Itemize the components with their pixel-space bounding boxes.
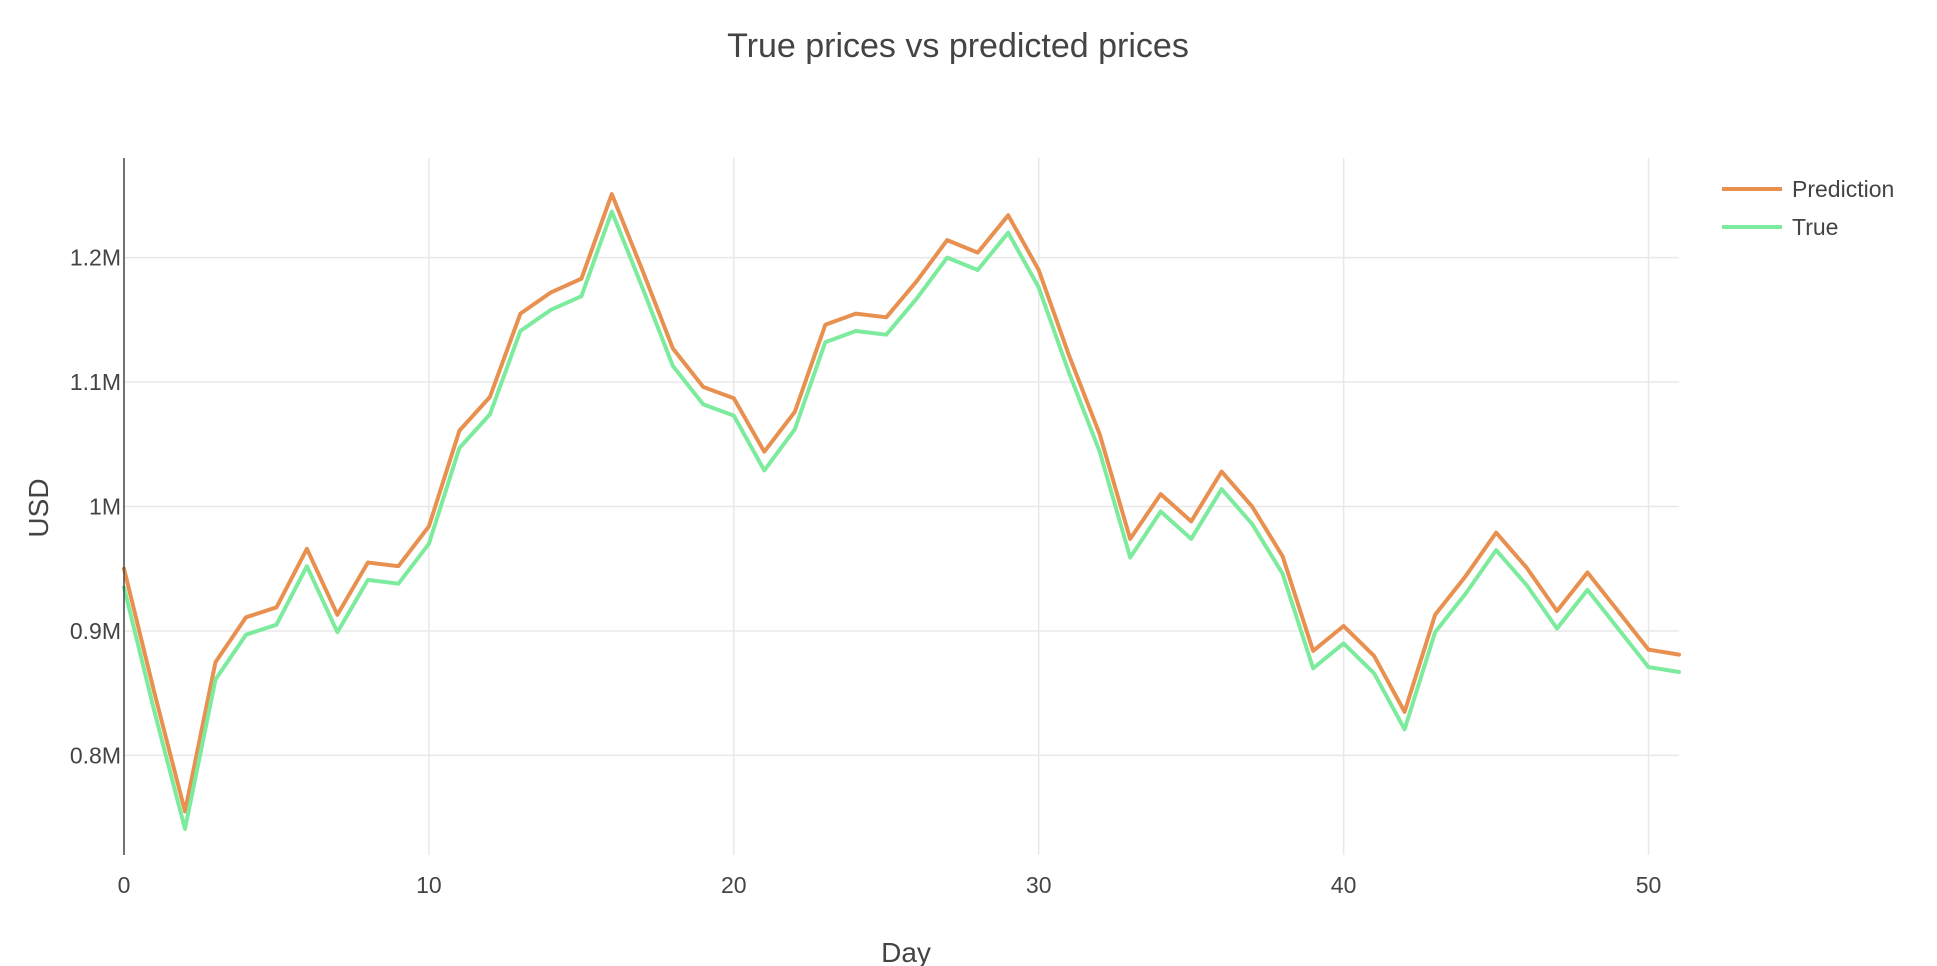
legend-label: Prediction xyxy=(1792,176,1894,202)
y-tick-label: 0.8M xyxy=(70,742,121,768)
x-tick-label: 50 xyxy=(1636,872,1662,898)
legend-label: True xyxy=(1792,214,1838,240)
legend-item-true[interactable]: True xyxy=(1722,214,1838,240)
legend-item-prediction[interactable]: Prediction xyxy=(1722,176,1894,202)
x-axis-title: Day xyxy=(881,937,931,966)
y-axis-title: USD xyxy=(23,478,54,537)
x-tick-label: 0 xyxy=(118,872,131,898)
series-line-true xyxy=(122,209,1681,831)
y-tick-label: 1.2M xyxy=(70,245,121,271)
x-tick-label: 40 xyxy=(1331,872,1357,898)
x-tick-label: 30 xyxy=(1026,872,1052,898)
tick-labels: 0 10 20 30 40 50 0.8M 0.9M 1M 1.1M 1.2M xyxy=(70,245,1661,898)
y-tick-label: 1.1M xyxy=(70,369,121,395)
chart-title: True prices vs predicted prices xyxy=(727,27,1189,65)
y-tick-label: 1M xyxy=(89,494,121,520)
series-lines xyxy=(122,192,1681,831)
x-tick-label: 20 xyxy=(721,872,747,898)
series-line-prediction xyxy=(122,192,1681,814)
gridlines xyxy=(124,158,1679,855)
x-tick-label: 10 xyxy=(416,872,442,898)
legend[interactable]: Prediction True xyxy=(1722,176,1894,240)
y-tick-label: 0.9M xyxy=(70,618,121,644)
